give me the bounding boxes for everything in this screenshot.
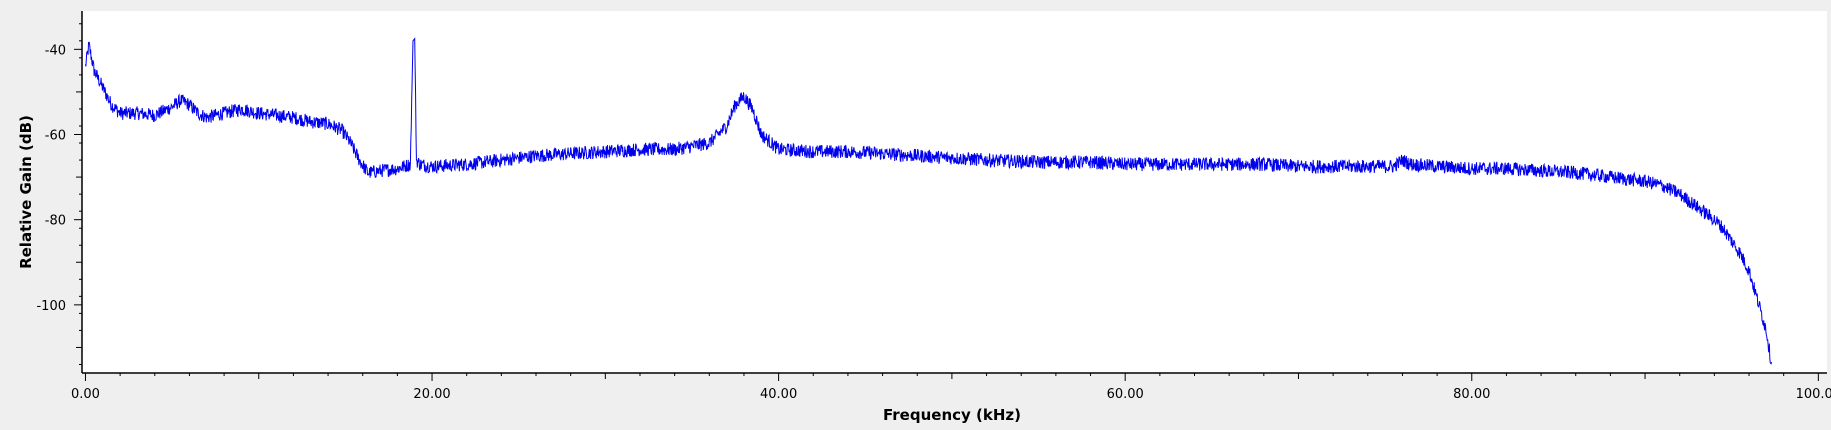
minor-ticks bbox=[76, 23, 1785, 379]
x-tick-label: 100.00 bbox=[1796, 387, 1831, 402]
y-axis-title: Relative Gain (dB) bbox=[17, 115, 35, 269]
y-tick-label: -40 bbox=[45, 43, 66, 58]
x-tick-label: 60.00 bbox=[1107, 387, 1144, 402]
x-tick-label: 0.00 bbox=[71, 387, 100, 402]
major-ticks: 0.00 20.00 40.00 60.00 80.00 100.00 -40 -60 -80 -… bbox=[36, 43, 1831, 402]
y-tick-label: -100 bbox=[36, 299, 66, 314]
y-tick-label: -60 bbox=[45, 129, 66, 144]
x-axis-title: Frequency (kHz) bbox=[883, 406, 1021, 424]
x-tick-label: 80.00 bbox=[1453, 387, 1490, 402]
plot-area bbox=[82, 11, 1827, 373]
gain-trace bbox=[84, 37, 1773, 365]
y-tick-label: -80 bbox=[45, 214, 66, 229]
x-tick-label: 40.00 bbox=[760, 387, 797, 402]
x-tick-label: 20.00 bbox=[413, 387, 450, 402]
